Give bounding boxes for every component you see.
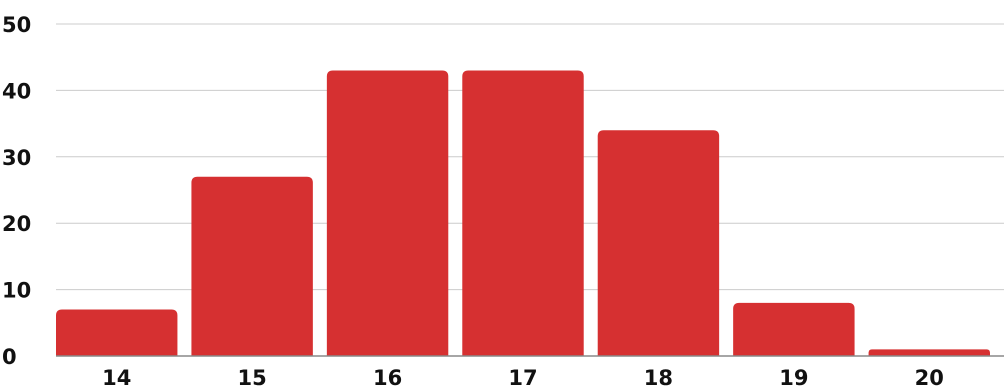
bars [56, 70, 990, 356]
bar-18 [597, 130, 720, 356]
x-tick-label: 14 [102, 366, 131, 387]
bar-15 [191, 176, 313, 356]
y-tick-label: 0 [2, 345, 17, 369]
x-tick-label: 18 [644, 366, 673, 387]
x-tick-label: 17 [508, 366, 537, 387]
x-tick-label: 15 [238, 366, 267, 387]
x-axis-tick-labels: 14 15 16 17 18 19 20 [102, 366, 944, 387]
y-tick-label: 50 [2, 13, 31, 37]
x-tick-label: 20 [915, 366, 944, 387]
bar-14 [56, 309, 178, 356]
y-tick-label: 40 [2, 79, 31, 103]
y-tick-label: 20 [2, 212, 31, 236]
bar-20 [868, 349, 990, 356]
y-tick-label: 10 [2, 279, 31, 303]
bar-16 [326, 70, 449, 356]
bar-19 [733, 302, 855, 356]
x-tick-label: 16 [373, 366, 402, 387]
y-tick-label: 30 [2, 146, 31, 170]
x-tick-label: 19 [779, 366, 808, 387]
bar-17 [462, 70, 584, 356]
y-axis-tick-labels: 0 10 20 30 40 50 [2, 13, 31, 369]
